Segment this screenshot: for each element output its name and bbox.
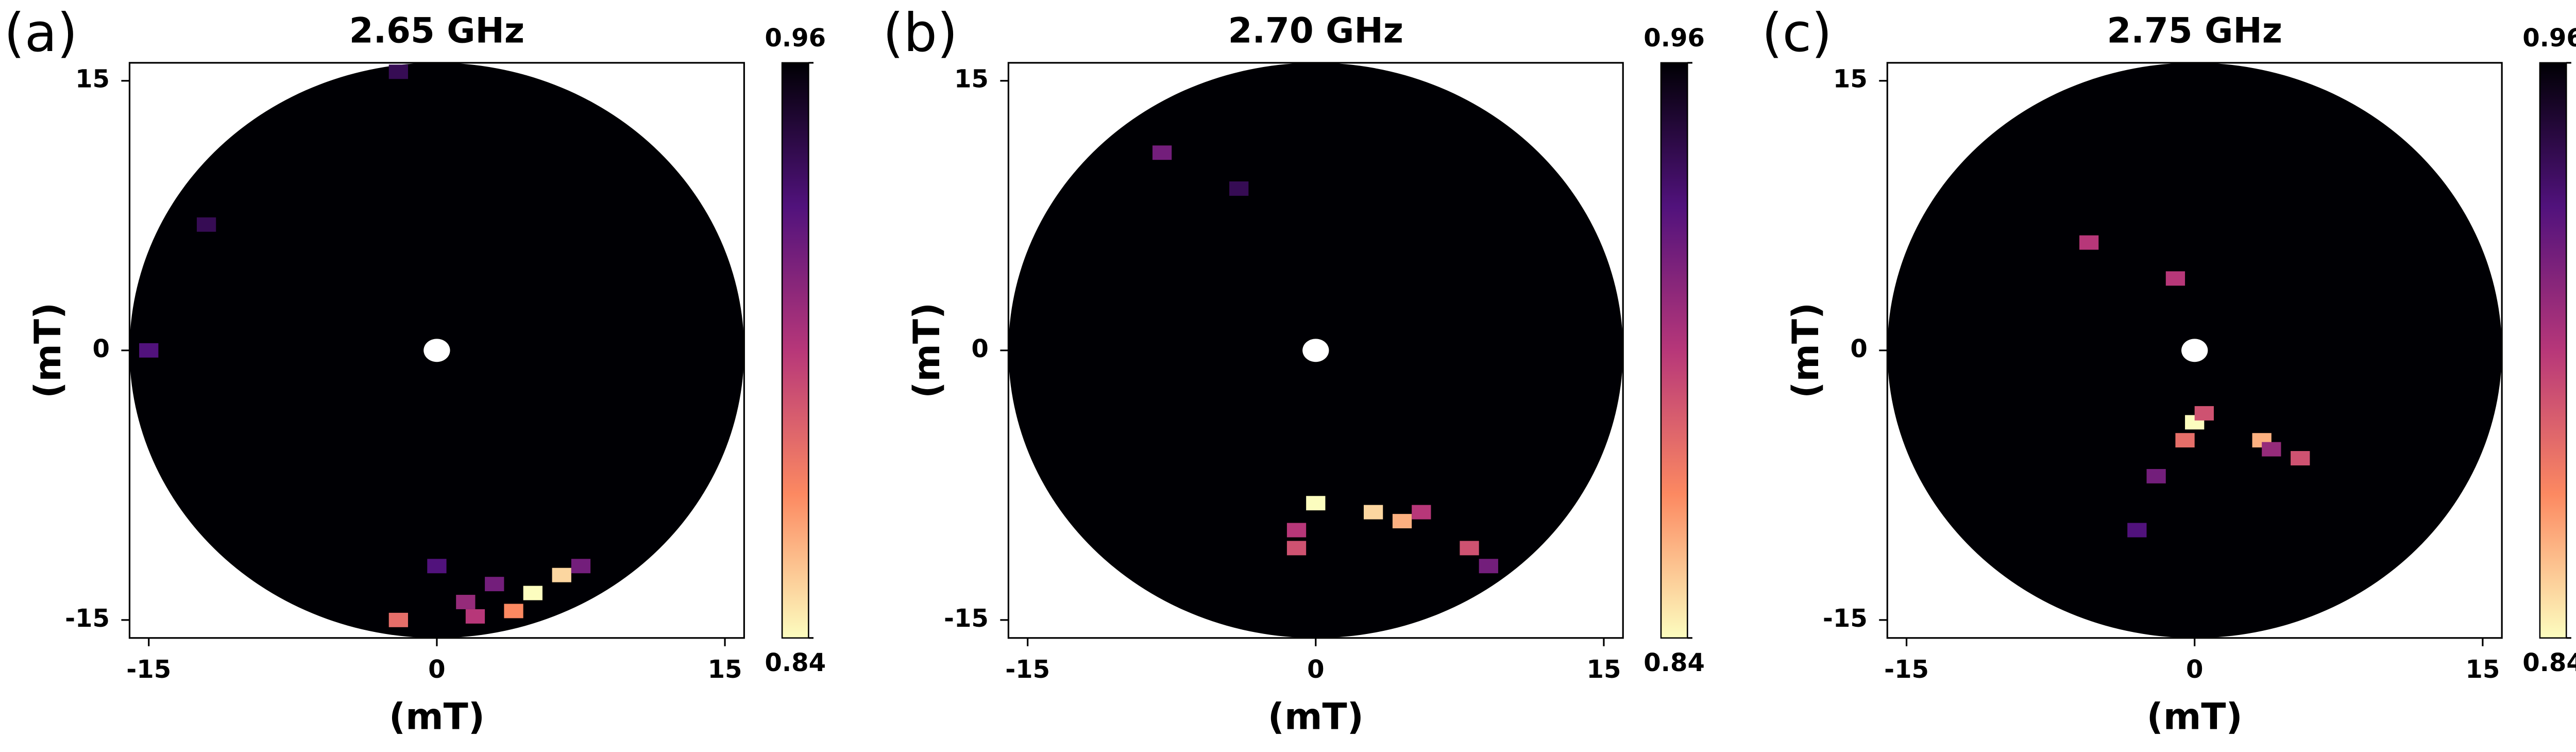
y-tick-label: 0 — [93, 335, 110, 363]
colorbar-tick-label: 0.84 — [1643, 648, 1705, 677]
x-axis-label: (mT) — [389, 695, 485, 738]
center-hole — [1302, 339, 1329, 362]
colorbar — [1660, 62, 1688, 639]
heatmap-cell — [1460, 541, 1479, 556]
heatmap-cell — [196, 217, 216, 232]
heatmap-cell — [552, 567, 571, 582]
heatmap-cell — [1286, 523, 1307, 538]
colorbar-tick-label: 0.96 — [2522, 24, 2576, 53]
heatmap-cell — [1152, 145, 1172, 160]
x-tick-label: 15 — [1587, 655, 1621, 684]
y-axis-label: (mT) — [27, 303, 69, 398]
y-tick-label: -15 — [944, 604, 989, 633]
x-axis-label: (mT) — [1268, 695, 1364, 738]
heatmap-cell — [485, 577, 504, 592]
colorbar-tick-label: 0.96 — [1643, 24, 1705, 53]
heatmap-cell — [465, 609, 485, 624]
panel-label: (a) — [4, 3, 78, 64]
center-hole — [423, 339, 450, 362]
y-tick-label: -15 — [65, 604, 110, 633]
heatmap-cell — [1306, 496, 1326, 511]
heatmap-cell — [388, 64, 408, 79]
heatmap-cell — [388, 612, 408, 627]
heatmap-cell — [139, 343, 159, 358]
chart-title: 2.75 GHz — [2107, 11, 2282, 51]
x-tick-label: -15 — [1005, 655, 1050, 684]
panel-label: (c) — [1762, 3, 1832, 64]
x-tick-label: 0 — [428, 655, 445, 684]
heatmap-cell — [427, 559, 447, 574]
y-tick-label: -15 — [1823, 604, 1868, 633]
panel: (b) 2.70 GHz -15 0 15 -15 0 15 (mT) (mT) 0.84 0.96 — [883, 3, 1705, 738]
y-axis-label: (mT) — [1785, 303, 1827, 398]
heatmap-cell — [2175, 433, 2195, 448]
heatmap-cell — [2127, 523, 2147, 538]
x-tick-label: 0 — [1307, 655, 1324, 684]
y-tick-label: 15 — [75, 65, 110, 94]
heatmap-cell — [571, 559, 591, 574]
heatmap-cell — [2194, 406, 2214, 421]
x-tick-label: 15 — [2465, 655, 2500, 684]
x-tick-label: -15 — [1884, 655, 1929, 684]
y-tick-label: 0 — [1850, 335, 1867, 363]
heatmap-cell — [2079, 235, 2099, 250]
heatmap-cell — [1392, 514, 1412, 529]
center-hole — [2181, 339, 2208, 362]
heatmap-cell — [2146, 469, 2166, 483]
chart-title: 2.65 GHz — [349, 11, 524, 51]
panel: (c) 2.75 GHz -15 0 15 -15 0 15 (mT) (mT) 0.84 0.96 — [1762, 3, 2576, 738]
colorbar — [781, 62, 809, 639]
y-tick-label: 15 — [1833, 65, 1868, 94]
heatmap-cell — [1479, 559, 1498, 574]
colorbar-tick-label: 0.96 — [765, 24, 826, 53]
heatmap-cell — [1286, 541, 1307, 556]
panel: (a) 2.65 GHz -15 0 15 -15 0 15 (mT) (mT) 0.84 0.96 — [4, 3, 826, 738]
heatmap-cell — [504, 604, 523, 619]
x-axis-label: (mT) — [2147, 695, 2243, 738]
heatmap-cell — [2291, 451, 2310, 465]
heatmap-cell — [1412, 505, 1431, 520]
y-tick-label: 0 — [971, 335, 988, 363]
colorbar-tick-label: 0.84 — [765, 648, 826, 677]
colorbar — [2539, 62, 2567, 639]
heatmap-cell — [2262, 442, 2281, 457]
colorbar-tick-label: 0.84 — [2522, 648, 2576, 677]
heatmap-cell — [456, 595, 476, 609]
heatmap-cell — [1363, 505, 1383, 520]
heatmap-cell — [2165, 271, 2185, 286]
y-axis-label: (mT) — [906, 303, 948, 398]
y-tick-label: 15 — [954, 65, 989, 94]
x-tick-label: 15 — [708, 655, 742, 684]
chart-title: 2.70 GHz — [1228, 11, 1403, 51]
x-tick-label: 0 — [2186, 655, 2203, 684]
heatmap-cell — [1229, 181, 1249, 196]
heatmap-cell — [523, 586, 543, 600]
x-tick-label: -15 — [126, 655, 171, 684]
panel-label: (b) — [883, 3, 958, 64]
